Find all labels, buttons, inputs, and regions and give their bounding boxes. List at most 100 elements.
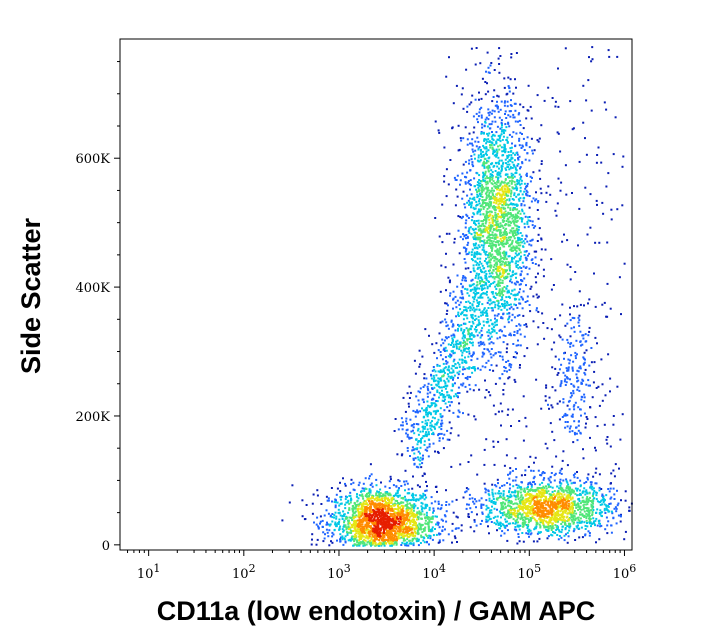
data-point bbox=[492, 440, 495, 443]
data-point bbox=[518, 247, 521, 250]
data-point bbox=[516, 503, 519, 506]
data-point bbox=[598, 538, 601, 541]
data-point bbox=[568, 517, 571, 519]
data-point bbox=[472, 335, 475, 338]
data-point bbox=[614, 506, 617, 509]
data-point bbox=[600, 358, 603, 361]
data-point bbox=[540, 124, 543, 127]
data-point bbox=[503, 86, 506, 89]
data-point bbox=[609, 482, 612, 485]
data-point bbox=[619, 438, 622, 441]
data-point bbox=[408, 405, 410, 408]
data-point bbox=[327, 535, 330, 538]
data-point bbox=[496, 515, 499, 518]
data-point bbox=[447, 276, 450, 279]
data-point bbox=[354, 507, 357, 510]
data-point bbox=[413, 448, 416, 451]
data-point bbox=[418, 463, 421, 466]
data-point bbox=[424, 505, 427, 508]
data-point bbox=[488, 114, 491, 117]
data-point bbox=[483, 284, 485, 287]
data-point bbox=[585, 489, 588, 492]
data-point bbox=[427, 431, 430, 434]
data-point bbox=[417, 529, 420, 532]
data-point bbox=[449, 432, 452, 435]
data-point bbox=[502, 240, 505, 243]
data-point bbox=[481, 343, 483, 345]
data-point bbox=[462, 346, 465, 349]
data-point bbox=[474, 384, 477, 387]
data-point bbox=[492, 445, 495, 448]
data-point bbox=[378, 495, 381, 498]
data-point bbox=[589, 521, 592, 524]
data-point bbox=[466, 503, 468, 506]
data-point bbox=[507, 114, 510, 117]
data-point bbox=[499, 233, 502, 236]
data-point bbox=[474, 63, 477, 66]
data-point bbox=[419, 523, 422, 526]
data-point bbox=[502, 312, 505, 315]
data-point bbox=[484, 81, 487, 83]
data-point bbox=[424, 526, 427, 529]
data-point bbox=[470, 359, 473, 362]
data-point bbox=[563, 380, 566, 383]
data-point bbox=[547, 185, 550, 188]
data-point bbox=[530, 485, 533, 488]
data-point bbox=[363, 499, 366, 502]
data-point bbox=[441, 358, 444, 361]
data-point bbox=[441, 525, 444, 528]
data-point bbox=[408, 492, 411, 495]
data-point bbox=[606, 442, 609, 445]
data-point bbox=[353, 540, 356, 543]
data-point bbox=[475, 299, 478, 302]
data-point bbox=[474, 228, 477, 231]
data-point bbox=[366, 492, 368, 495]
data-point bbox=[601, 399, 604, 402]
data-point bbox=[471, 296, 474, 299]
data-point bbox=[494, 219, 497, 222]
data-point bbox=[453, 351, 456, 354]
data-point bbox=[499, 108, 502, 111]
data-point bbox=[526, 300, 529, 303]
data-point bbox=[441, 389, 443, 392]
data-point bbox=[494, 237, 497, 240]
data-point bbox=[433, 351, 436, 354]
data-point bbox=[618, 276, 621, 279]
data-point bbox=[497, 410, 500, 413]
data-point bbox=[606, 509, 609, 512]
data-point bbox=[468, 350, 471, 353]
data-point bbox=[468, 103, 471, 106]
data-point bbox=[514, 213, 517, 216]
data-point bbox=[589, 485, 592, 488]
data-point bbox=[368, 493, 371, 496]
data-point bbox=[518, 193, 520, 196]
data-point bbox=[525, 117, 528, 120]
data-point bbox=[391, 542, 393, 545]
data-point bbox=[454, 178, 457, 181]
data-point bbox=[331, 500, 333, 503]
data-point bbox=[448, 369, 450, 372]
data-point bbox=[487, 216, 490, 219]
data-point bbox=[347, 521, 350, 524]
data-point bbox=[484, 202, 486, 204]
data-point bbox=[522, 540, 525, 543]
data-point bbox=[416, 429, 419, 432]
data-point bbox=[419, 513, 422, 516]
data-point bbox=[348, 516, 351, 519]
data-point bbox=[520, 488, 523, 491]
data-point bbox=[481, 519, 483, 522]
data-point bbox=[515, 276, 517, 279]
data-point bbox=[353, 538, 356, 541]
data-point bbox=[588, 364, 591, 367]
data-point bbox=[435, 383, 438, 386]
data-point bbox=[485, 314, 488, 317]
data-point bbox=[514, 514, 517, 517]
data-point bbox=[481, 202, 484, 205]
data-point bbox=[409, 391, 412, 394]
data-point bbox=[464, 306, 467, 309]
data-point bbox=[487, 134, 490, 137]
data-point bbox=[560, 536, 563, 539]
data-point bbox=[473, 530, 476, 533]
data-point bbox=[522, 197, 525, 200]
data-point bbox=[360, 538, 363, 541]
